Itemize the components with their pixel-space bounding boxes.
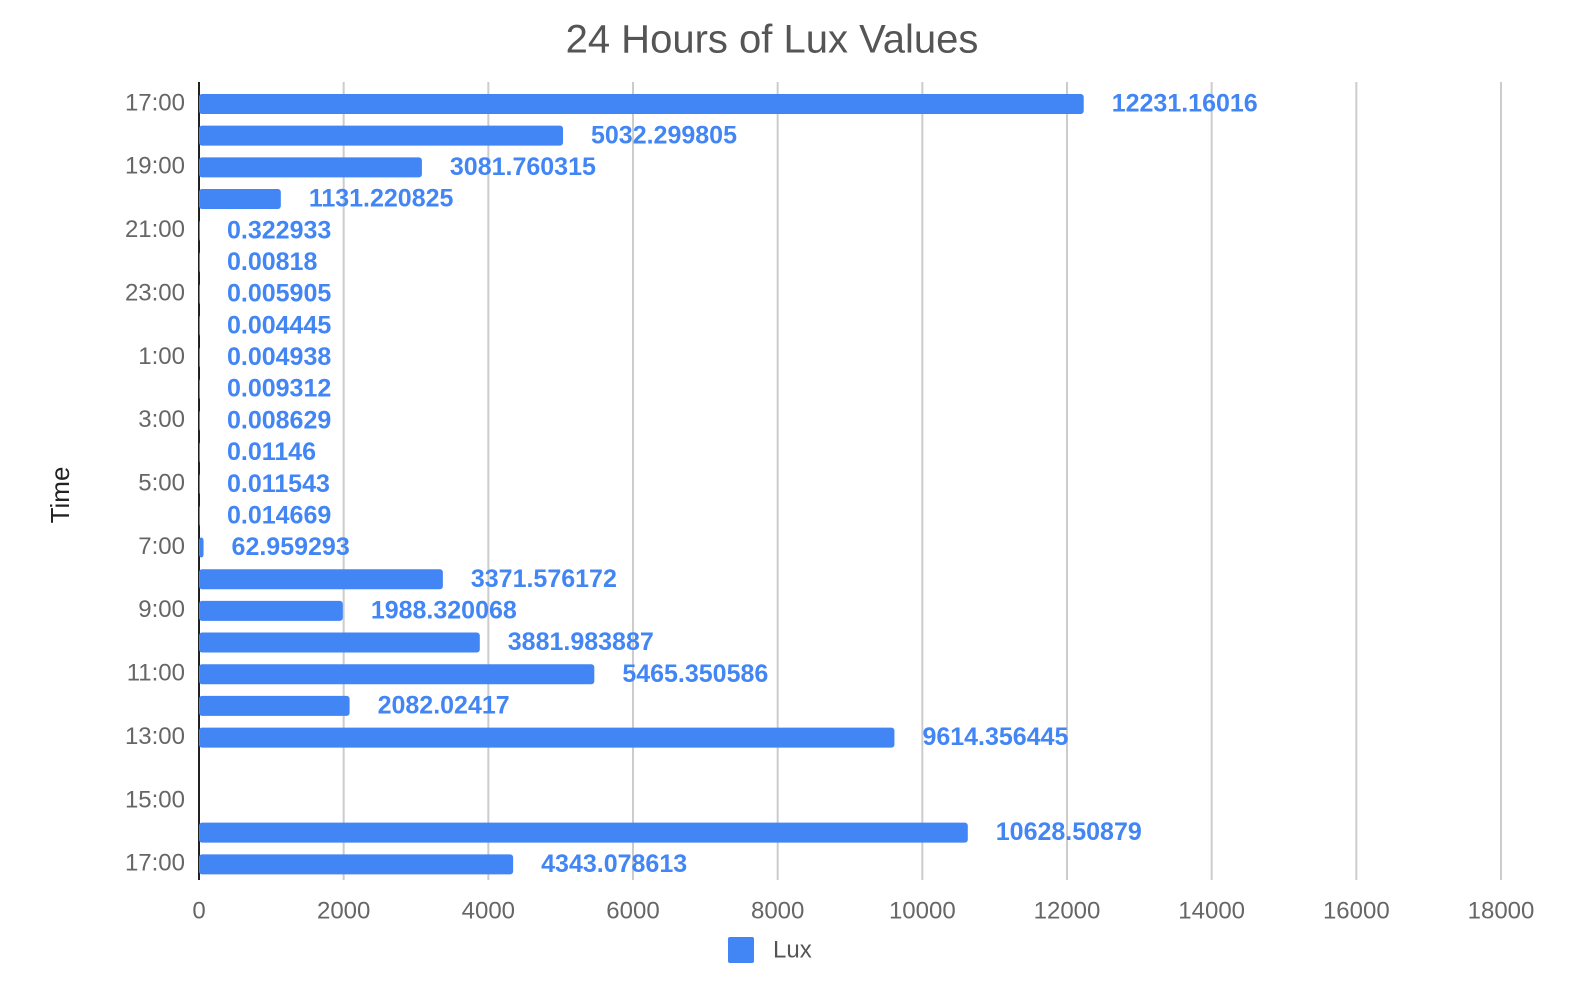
x-tick-label: 4000 (462, 897, 515, 924)
bar (199, 727, 895, 748)
bar (199, 157, 422, 178)
bar (199, 664, 595, 685)
bar (199, 252, 200, 273)
x-tick-label: 0 (192, 897, 205, 924)
x-tick-label: 2000 (317, 897, 370, 924)
bar (199, 569, 443, 590)
bar (199, 125, 564, 146)
y-tick-label: 13:00 (125, 723, 185, 750)
data-label: 0.005905 (227, 280, 331, 308)
data-label: 0.011543 (227, 470, 330, 498)
y-tick-label: 23:00 (125, 279, 185, 306)
data-label: 12231.16016 (1112, 90, 1258, 118)
data-label: 1131.220825 (309, 185, 454, 213)
legend-label: Lux (773, 936, 812, 963)
bar (199, 410, 200, 431)
bar (199, 284, 200, 305)
bar (199, 600, 343, 621)
x-tick-label: 6000 (606, 897, 659, 924)
bar (199, 220, 200, 241)
x-tick-label: 8000 (751, 897, 804, 924)
data-label: 3081.760315 (450, 153, 596, 181)
y-axis-title: Time (45, 467, 75, 524)
bar (199, 189, 281, 210)
bar (199, 505, 200, 526)
y-tick-label: 9:00 (138, 596, 185, 623)
x-tick-label: 14000 (1178, 897, 1245, 924)
y-tick-label: 11:00 (127, 660, 185, 687)
x-tick-label: 18000 (1468, 897, 1535, 924)
bar (199, 632, 480, 653)
data-label: 0.014669 (227, 501, 331, 529)
bar (199, 442, 200, 463)
data-label: 0.004445 (227, 311, 331, 339)
y-tick-label: 15:00 (125, 786, 185, 813)
data-label: 0.004938 (227, 343, 331, 371)
y-tick-label: 1:00 (138, 343, 185, 370)
data-label: 5032.299805 (591, 121, 737, 149)
x-tick-label: 16000 (1323, 897, 1390, 924)
data-label: 10628.50879 (996, 818, 1142, 846)
bar (199, 315, 200, 336)
data-label: 5465.350586 (622, 660, 768, 688)
data-label: 3371.576172 (471, 565, 617, 593)
data-label: 0.008629 (227, 406, 331, 434)
data-label: 3881.983887 (508, 628, 654, 656)
bar (199, 822, 968, 843)
bar (199, 379, 200, 400)
bar (199, 347, 200, 368)
bar (199, 695, 350, 716)
chart-title: 24 Hours of Lux Values (566, 18, 979, 62)
y-tick-label: 21:00 (125, 216, 185, 243)
data-label: 0.009312 (227, 375, 331, 403)
y-tick-label: 19:00 (125, 153, 185, 180)
data-label: 0.01146 (227, 438, 316, 466)
y-tick-label: 5:00 (138, 470, 185, 497)
data-label: 62.959293 (232, 533, 350, 561)
legend-swatch (728, 937, 754, 963)
bar (199, 474, 200, 495)
data-label: 0.322933 (227, 216, 331, 244)
bar (199, 537, 204, 558)
data-label: 1988.320068 (371, 596, 517, 624)
x-tick-label: 12000 (1034, 897, 1101, 924)
bar (199, 854, 514, 875)
x-tick-label: 10000 (889, 897, 956, 924)
data-label: 0.00818 (227, 248, 317, 276)
data-label: 4343.078613 (541, 850, 687, 878)
y-tick-label: 17:00 (125, 89, 185, 116)
data-label: 2082.02417 (378, 692, 510, 720)
y-tick-label: 3:00 (138, 406, 185, 433)
data-label: 9614.356445 (922, 723, 1068, 751)
y-tick-label: 17:00 (125, 850, 185, 877)
bar (199, 94, 1084, 114)
y-tick-label: 7:00 (138, 533, 185, 560)
